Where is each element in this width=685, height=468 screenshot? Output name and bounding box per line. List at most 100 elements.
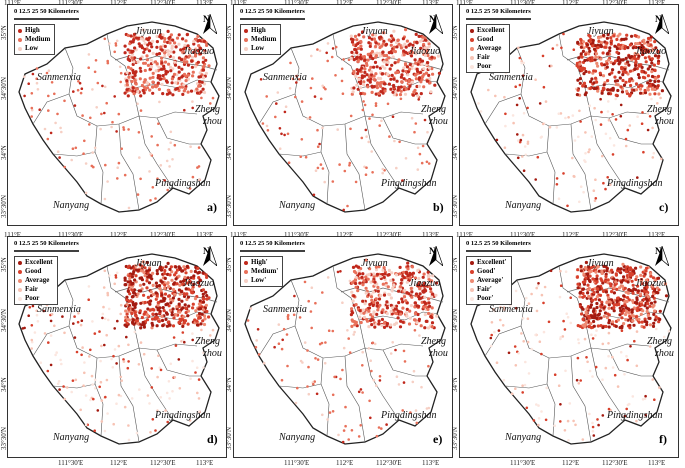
sample-point	[151, 186, 155, 189]
sample-point	[281, 338, 284, 342]
sample-point	[160, 61, 164, 65]
sample-point	[200, 328, 203, 332]
sample-point	[625, 354, 628, 358]
sample-point	[591, 375, 594, 378]
sample-point	[624, 137, 628, 141]
sample-point	[530, 347, 533, 351]
lon-tick-top: 111°E	[456, 0, 474, 7]
sample-point	[341, 440, 345, 444]
sample-point	[354, 275, 358, 279]
sample-point	[171, 390, 174, 393]
sample-point	[422, 272, 426, 276]
sample-point	[524, 360, 527, 364]
sample-point	[143, 61, 147, 65]
sample-point	[143, 274, 147, 278]
sample-point	[612, 286, 616, 290]
sample-point	[578, 109, 581, 113]
sample-point	[522, 340, 525, 343]
sample-point	[606, 176, 609, 179]
sample-point	[127, 438, 131, 442]
sample-point	[404, 87, 408, 91]
sample-point	[192, 42, 196, 46]
sample-point	[564, 270, 568, 273]
sample-point	[141, 88, 145, 93]
sample-point	[586, 288, 590, 292]
sample-point	[532, 419, 536, 422]
sample-point	[363, 103, 367, 107]
sample-point	[201, 87, 205, 91]
sample-point	[607, 354, 610, 358]
sample-point	[399, 312, 403, 316]
legend-item: Poor	[18, 294, 53, 303]
sample-point	[153, 60, 158, 64]
sample-point	[602, 314, 606, 318]
sample-point	[336, 128, 339, 131]
north-arrow: N	[203, 246, 217, 266]
sample-point	[364, 258, 368, 262]
county-boundary	[484, 93, 522, 125]
sample-point	[418, 287, 422, 291]
sample-point	[154, 315, 158, 320]
county-boundary	[590, 347, 626, 421]
sample-point	[576, 78, 580, 82]
sample-point	[605, 52, 609, 56]
sample-point	[163, 269, 167, 273]
sample-point	[414, 61, 418, 65]
sample-point	[63, 165, 66, 169]
county-boundary	[504, 151, 548, 157]
sample-point	[372, 275, 376, 279]
sample-point	[23, 94, 26, 98]
sample-point	[167, 148, 171, 151]
sample-point	[350, 324, 354, 328]
city-label-jiyuan: Jiyuan	[361, 258, 388, 269]
sample-point	[93, 387, 97, 390]
sample-point	[137, 268, 141, 272]
sample-point	[425, 160, 429, 164]
sample-point	[194, 371, 197, 374]
scale-bar: 0 12.5 25 50 Kilometers	[240, 8, 305, 15]
sample-point	[517, 46, 520, 50]
sample-point	[174, 265, 178, 269]
sample-point	[596, 287, 600, 291]
sample-point	[122, 128, 126, 131]
sample-point	[587, 314, 591, 319]
sample-point	[605, 316, 610, 320]
sample-point	[360, 66, 364, 70]
sample-point	[601, 281, 605, 285]
sample-point	[321, 291, 324, 294]
sample-point	[99, 127, 102, 131]
city-label-nanyang: Nanyang	[53, 432, 90, 443]
sample-point	[579, 185, 583, 188]
sample-point	[54, 353, 57, 357]
sample-point	[49, 131, 53, 135]
sample-point	[352, 71, 356, 75]
sample-point	[415, 421, 419, 425]
north-arrow-icon	[203, 14, 217, 34]
sample-point	[365, 166, 368, 169]
sample-point	[202, 338, 206, 342]
sample-point	[606, 296, 611, 300]
sample-point	[548, 125, 552, 129]
sample-point	[384, 281, 388, 285]
sample-point	[191, 306, 195, 310]
sample-point	[147, 281, 152, 285]
sample-point	[653, 300, 657, 304]
sample-point	[585, 356, 588, 359]
sample-point	[127, 75, 131, 79]
sample-point	[355, 83, 359, 87]
sample-point	[421, 74, 425, 78]
sample-point	[359, 311, 363, 315]
sample-point	[614, 59, 618, 63]
sample-point	[354, 180, 358, 184]
sample-point	[108, 274, 111, 277]
sample-point	[371, 171, 374, 174]
sample-point	[202, 65, 206, 69]
sample-point	[426, 326, 431, 330]
sample-point	[573, 139, 577, 142]
county-boundary	[94, 125, 104, 205]
sample-point	[167, 62, 171, 66]
sample-point	[436, 54, 440, 58]
sample-point	[351, 265, 356, 269]
sample-point	[581, 287, 585, 291]
sample-point	[183, 303, 187, 307]
